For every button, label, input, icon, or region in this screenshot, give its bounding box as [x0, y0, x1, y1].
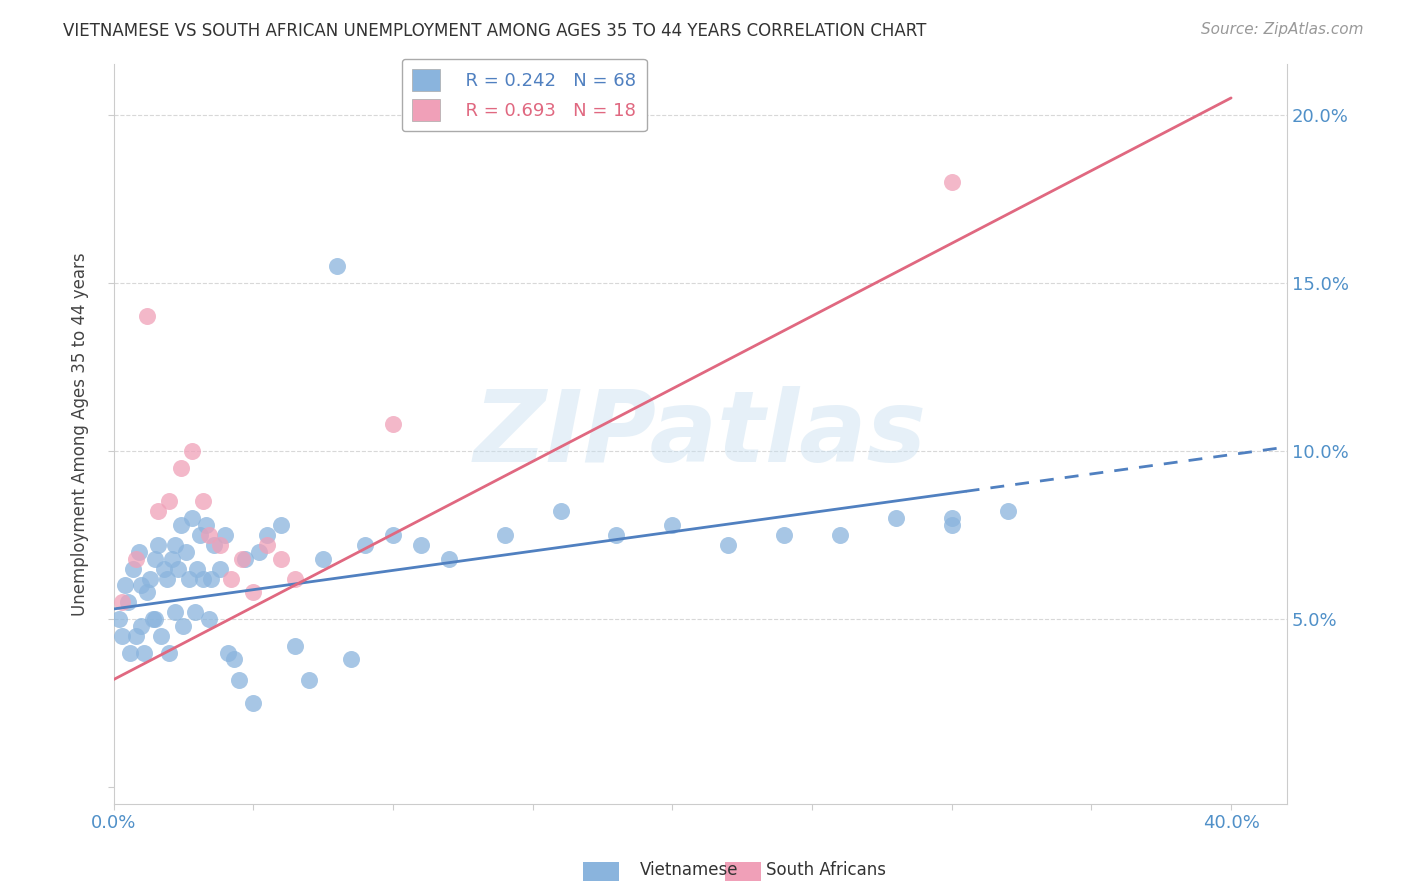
Point — [150, 629, 173, 643]
Point — [160, 551, 183, 566]
Y-axis label: Unemployment Among Ages 35 to 44 years: Unemployment Among Ages 35 to 44 years — [72, 252, 89, 616]
Point — [233, 551, 256, 566]
Point — [717, 538, 740, 552]
Point — [661, 517, 683, 532]
Point — [256, 528, 278, 542]
Point — [148, 538, 170, 552]
Point — [117, 595, 139, 609]
Point — [188, 528, 211, 542]
Point — [153, 561, 176, 575]
Text: VIETNAMESE VS SOUTH AFRICAN UNEMPLOYMENT AMONG AGES 35 TO 44 YEARS CORRELATION C: VIETNAMESE VS SOUTH AFRICAN UNEMPLOYMENT… — [63, 22, 927, 40]
Point — [177, 572, 200, 586]
Point — [270, 517, 292, 532]
Point — [217, 646, 239, 660]
Point — [202, 538, 225, 552]
Point — [148, 504, 170, 518]
Point — [166, 561, 188, 575]
Point — [191, 572, 214, 586]
Point — [997, 504, 1019, 518]
Point — [108, 612, 131, 626]
Point — [169, 460, 191, 475]
Point — [120, 646, 142, 660]
Point — [156, 572, 179, 586]
Point — [186, 561, 208, 575]
Point — [409, 538, 432, 552]
Point — [284, 639, 307, 653]
Point — [180, 444, 202, 458]
Point — [312, 551, 335, 566]
Point — [284, 572, 307, 586]
Point — [208, 561, 231, 575]
Point — [139, 572, 162, 586]
Text: Source: ZipAtlas.com: Source: ZipAtlas.com — [1201, 22, 1364, 37]
Point — [208, 538, 231, 552]
Point — [191, 494, 214, 508]
Point — [242, 696, 264, 710]
Point — [125, 629, 148, 643]
Point — [941, 517, 963, 532]
Legend:   R = 0.242   N = 68,   R = 0.693   N = 18: R = 0.242 N = 68, R = 0.693 N = 18 — [402, 59, 647, 131]
Point — [494, 528, 516, 542]
Point — [128, 545, 150, 559]
Point — [180, 511, 202, 525]
Point — [111, 595, 134, 609]
Point — [219, 572, 242, 586]
Point — [828, 528, 851, 542]
Point — [131, 619, 153, 633]
Point — [172, 619, 194, 633]
Point — [197, 612, 219, 626]
Point — [222, 652, 245, 666]
Point — [256, 538, 278, 552]
Point — [340, 652, 363, 666]
Point — [437, 551, 460, 566]
Point — [145, 551, 167, 566]
Point — [605, 528, 627, 542]
Point — [122, 561, 145, 575]
Point — [354, 538, 377, 552]
Point — [131, 578, 153, 592]
Point — [136, 310, 159, 324]
Point — [550, 504, 572, 518]
Point — [941, 511, 963, 525]
Point — [136, 585, 159, 599]
Point — [242, 585, 264, 599]
Point — [142, 612, 165, 626]
Point — [163, 538, 186, 552]
Point — [114, 578, 136, 592]
Point — [145, 612, 167, 626]
Point — [884, 511, 907, 525]
Point — [326, 259, 349, 273]
Point — [247, 545, 270, 559]
Point — [941, 175, 963, 189]
Point — [298, 673, 321, 687]
Point — [381, 417, 404, 431]
Point — [200, 572, 222, 586]
Point — [228, 673, 250, 687]
Point — [163, 605, 186, 619]
Point — [381, 528, 404, 542]
Point — [270, 551, 292, 566]
Point — [174, 545, 197, 559]
Point — [169, 517, 191, 532]
Point — [134, 646, 156, 660]
Text: Vietnamese: Vietnamese — [640, 861, 738, 879]
Point — [157, 494, 180, 508]
Point — [231, 551, 253, 566]
Point — [183, 605, 205, 619]
Text: ZIPatlas: ZIPatlas — [474, 385, 927, 483]
Point — [214, 528, 236, 542]
Point — [125, 551, 148, 566]
Point — [111, 629, 134, 643]
Point — [194, 517, 217, 532]
Text: South Africans: South Africans — [766, 861, 886, 879]
Point — [157, 646, 180, 660]
Point — [197, 528, 219, 542]
Point — [773, 528, 796, 542]
